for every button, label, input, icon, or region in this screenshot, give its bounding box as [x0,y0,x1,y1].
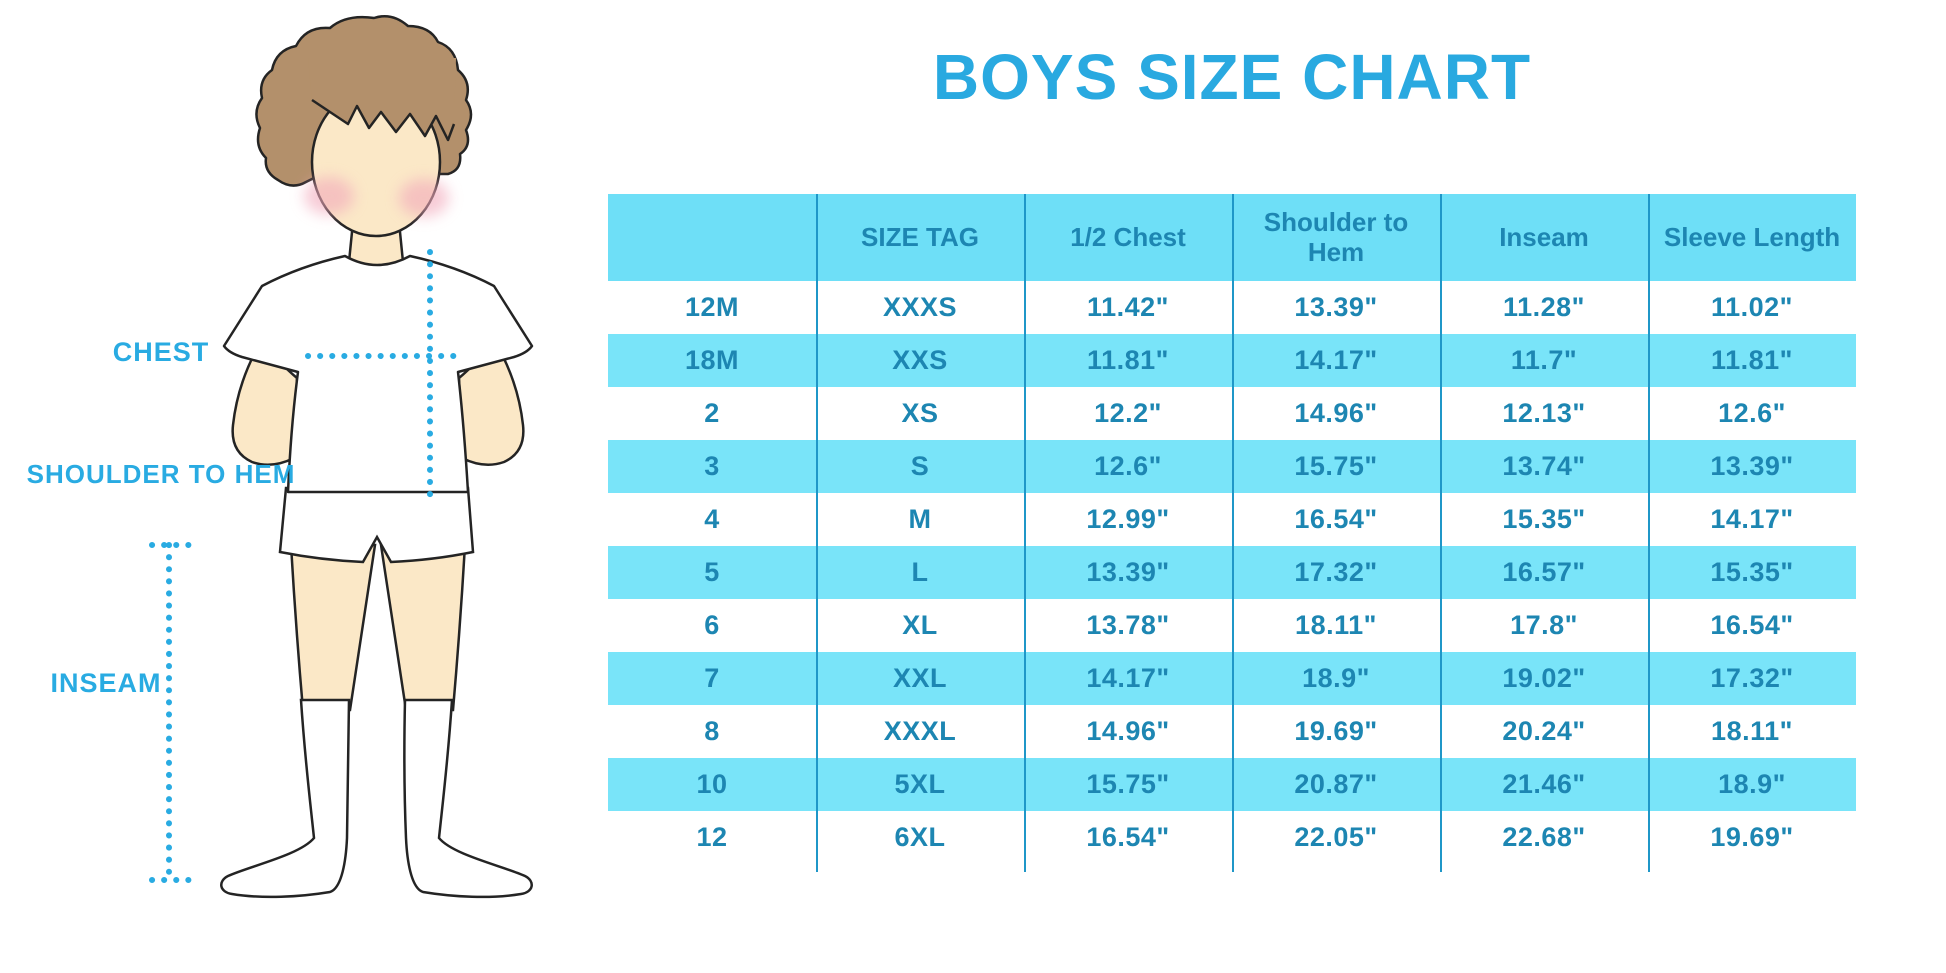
table-cell: 2 [704,398,720,428]
table-cell: 18.11" [1295,610,1377,640]
table-cell: 13.39" [1710,451,1794,481]
table-cell: XS [901,398,939,428]
table-cell: XXL [892,663,947,693]
boy-left-arm [231,337,299,466]
table-cell: 5XL [894,769,946,799]
boy-right-leg [379,543,467,712]
table-cell: 18.9" [1302,663,1370,693]
table-cell: 14.17" [1294,345,1378,375]
table-cell: 19.69" [1294,716,1378,746]
table-cell: 11.28" [1503,292,1585,322]
table-cell: 15.75" [1086,769,1170,799]
boy-measurement-illustration [149,15,534,899]
table-cell: 16.54" [1710,610,1794,640]
table-cell: 12.99" [1086,504,1170,534]
table-cell: 16.54" [1294,504,1378,534]
boy-left-sock [220,698,351,899]
table-cell: XXXL [883,716,957,746]
table-cell: 17.32" [1294,557,1378,587]
table-cell: 6 [704,610,720,640]
column-divider-line [1648,194,1650,872]
table-cell: 11.7" [1510,345,1578,375]
boy-hair-fringe-outline [311,98,456,142]
column-divider-line [816,194,818,872]
table-cell: 10 [696,769,728,799]
table-cell: 18M [684,345,740,375]
table-cell: 22.05" [1294,822,1378,852]
inseam-label: INSEAM [50,668,162,698]
boy-left-leg [289,543,377,712]
table-cell: S [910,451,930,481]
column-divider-line [1024,194,1026,872]
column-header: 1/2 Chest [1070,221,1186,252]
table-cell: 11.81" [1087,345,1169,375]
table-cell: 11.81" [1711,345,1793,375]
table-cell: 13.78" [1086,610,1170,640]
table-cell: 12.2" [1094,398,1162,428]
table-cell: XXXS [882,292,958,322]
table-cell: 11.42" [1087,292,1169,322]
table-cell: 6XL [894,822,946,852]
table-cell: 14.96" [1086,716,1170,746]
table-cell: 14.17" [1710,504,1794,534]
table-cell: XL [902,610,938,640]
table-cell: 20.87" [1294,769,1378,799]
table-cell: 22.68" [1502,822,1586,852]
boy-right-arm [457,337,525,466]
column-divider-line [1440,194,1442,872]
table-cell: 17.8" [1510,610,1578,640]
table-cell: 14.17" [1086,663,1170,693]
table-cell: 17.32" [1710,663,1794,693]
table-cell: 12.13" [1502,398,1586,428]
table-cell: 11.02" [1711,292,1793,322]
size-table: SIZE TAG 1/2 Chest Shoulder to Hem Inseam Sl… [608,194,1856,872]
column-header [608,194,816,281]
column-header: Inseam [1499,221,1589,252]
table-cell: 20.24" [1502,716,1586,746]
column-divider-line [1232,194,1234,872]
table-cell: 12.6" [1094,451,1162,481]
page-title: BOYS SIZE CHART [932,41,1532,113]
table-cell: 19.02" [1502,663,1586,693]
table-cell: 18.11" [1711,716,1793,746]
table-cell: 12.6" [1718,398,1786,428]
table-cell: 15.35" [1710,557,1794,587]
table-cell: 13.39" [1086,557,1170,587]
boy-blush-left [304,177,354,215]
boy-blush-right [399,179,449,217]
table-cell: L [911,557,929,587]
table-cell: 16.57" [1502,557,1586,587]
table-cell: 8 [704,716,720,746]
chest-label: CHEST [112,337,210,367]
table-cell: 15.35" [1502,504,1586,534]
boy-tshirt [222,254,534,494]
table-cell: M [908,504,932,534]
table-cell: XXS [892,345,948,375]
table-cell: 19.69" [1710,822,1794,852]
table-cell: 12M [684,292,740,322]
table-cell: 15.75" [1294,451,1378,481]
table-cell: 4 [704,504,720,534]
table-cell: 13.74" [1502,451,1586,481]
table-cell: 14.96" [1294,398,1378,428]
column-header: Shoulder to Hem [1263,206,1409,267]
table-cell: 21.46" [1502,769,1586,799]
shoulder-to-hem-label: SHOULDER TO HEM [26,459,296,489]
table-cell: 13.39" [1294,292,1378,322]
boy-hair-fringe [308,58,456,140]
table-cell: 16.54" [1086,822,1170,852]
column-header: SIZE TAG [861,221,979,252]
boy-shorts [278,486,475,564]
table-cell: 12 [696,822,728,852]
table-cell: 18.9" [1718,769,1786,799]
boy-right-sock [403,698,533,899]
table-cell: 7 [704,663,720,693]
table-cell: 3 [704,451,720,481]
table-cell: 5 [704,557,720,587]
column-header: Sleeve Length [1663,221,1841,252]
